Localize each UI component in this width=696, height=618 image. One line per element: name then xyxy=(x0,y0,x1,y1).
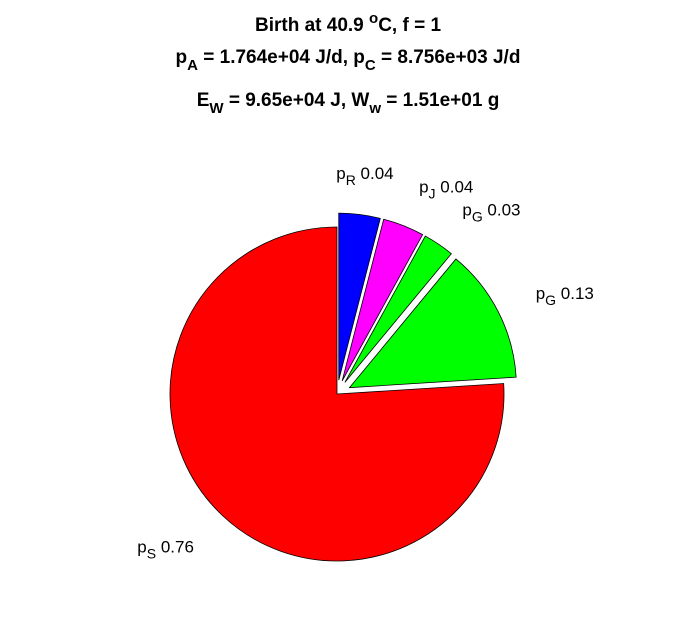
slice-label-value: 0.03 xyxy=(483,201,521,220)
title-text: = 1.764e+04 J/d, p xyxy=(198,47,365,68)
slice-label-subscript: R xyxy=(346,172,356,188)
slice-label: pG 0.03 xyxy=(462,201,520,225)
pie-slice-s xyxy=(169,226,505,562)
title-text: C xyxy=(365,57,376,74)
pie-slices xyxy=(169,212,517,562)
slice-label-subscript: G xyxy=(472,209,483,225)
title-text: = 9.65e+04 J, W xyxy=(224,90,370,111)
slice-label-symbol: p xyxy=(462,201,471,220)
chart-title: Birth at 40.9 oC, f = 1 pA = 1.764e+04 J/… xyxy=(176,10,521,117)
slice-label-value: 0.04 xyxy=(436,178,474,197)
pie-slice-g xyxy=(344,235,452,383)
slice-label-subscript: S xyxy=(147,545,156,561)
slice-label: pJ 0.04 xyxy=(419,178,473,202)
title-text: W xyxy=(209,100,224,117)
slice-label-symbol: p xyxy=(536,284,545,303)
slice-label: pG 0.13 xyxy=(536,284,594,308)
title-text: Birth at 40.9 xyxy=(255,15,369,36)
slice-label-subscript: G xyxy=(545,292,556,308)
slice-label: pS 0.76 xyxy=(137,537,194,561)
slice-label-symbol: p xyxy=(137,537,146,556)
title-text: C, f = 1 xyxy=(378,15,441,36)
title-text: o xyxy=(369,10,378,27)
pie-slice-g xyxy=(348,258,517,389)
title-text: E xyxy=(197,90,210,111)
title-text: w xyxy=(368,100,381,117)
title-text: = 1.51e+01 g xyxy=(381,90,499,111)
slice-label-subscript: J xyxy=(429,186,436,202)
title-text: A xyxy=(187,57,198,74)
title-line: pA = 1.764e+04 J/d, pC = 8.756e+03 J/d xyxy=(176,47,521,74)
slice-label-value: 0.04 xyxy=(356,164,394,183)
title-text: = 8.756e+03 J/d xyxy=(376,47,521,68)
slice-label: pR 0.04 xyxy=(336,164,393,188)
title-line: Birth at 40.9 oC, f = 1 xyxy=(255,10,441,36)
slice-label-symbol: p xyxy=(419,178,428,197)
slice-label-value: 0.76 xyxy=(156,537,194,556)
pie-slice-j xyxy=(341,218,424,382)
pie-slice-r xyxy=(338,212,381,381)
slice-label-value: 0.13 xyxy=(556,284,594,303)
title-text: p xyxy=(176,47,188,68)
title-line: EW = 9.65e+04 J, Ww = 1.51e+01 g xyxy=(197,90,500,117)
slice-label-symbol: p xyxy=(336,164,345,183)
